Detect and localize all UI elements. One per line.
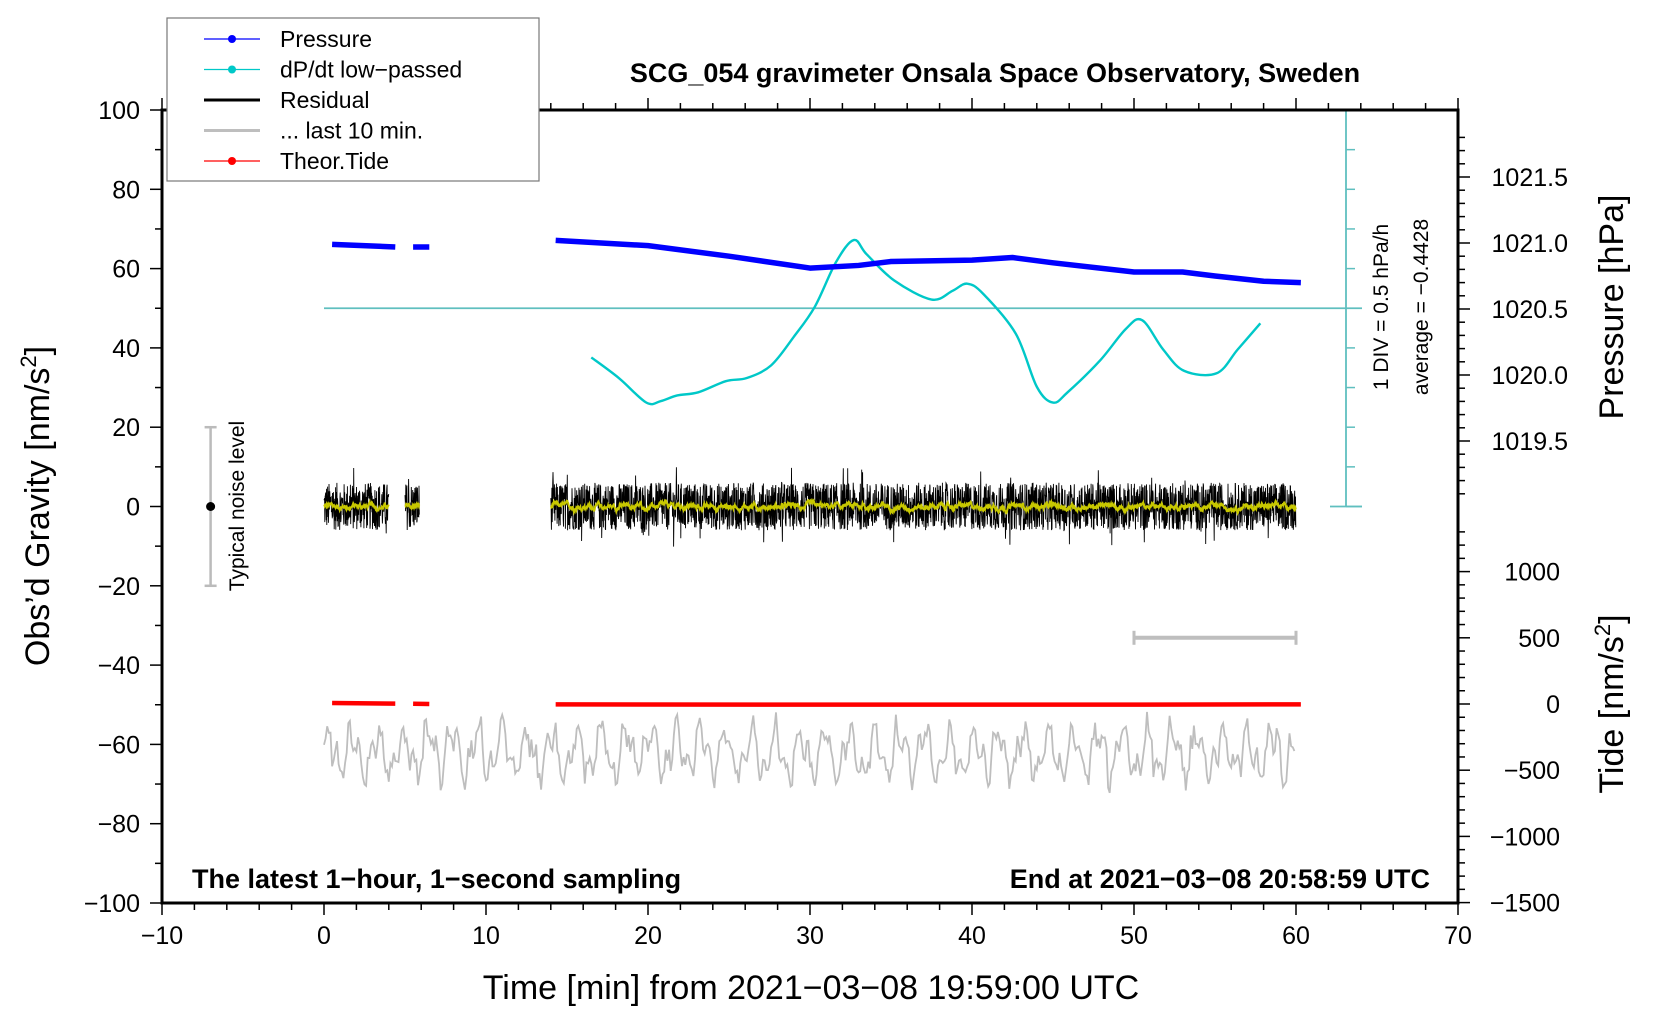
- y-left-label-sup: 2: [16, 355, 41, 367]
- pressure-tick-label: 1021.5: [1492, 164, 1568, 192]
- y-left-tick-label: 80: [112, 176, 140, 204]
- residual-series-line: [404, 478, 420, 531]
- legend: Pressure dP/dt low−passed Residual ... last…: [166, 17, 540, 182]
- last10-series-line: [323, 711, 1296, 794]
- y-left-tick-label: 20: [112, 414, 140, 442]
- legend-marker-0: [228, 35, 236, 43]
- y-left-tick-label: 60: [112, 256, 140, 284]
- tide-tick-label: −1500: [1490, 890, 1560, 918]
- tide-series-line: [332, 700, 396, 706]
- x-tick-label: 30: [796, 922, 824, 950]
- tide-tick-label: −500: [1504, 757, 1560, 785]
- legend-marker-4: [228, 157, 236, 165]
- x-tick-label: 70: [1444, 922, 1472, 950]
- x-tick-label: 20: [634, 922, 662, 950]
- x-axis-label: Time [min] from 2021−03−08 19:59:00 UTC: [483, 969, 1139, 1007]
- residual-smoothed-line: [404, 500, 421, 512]
- legend-marker-1: [228, 65, 236, 74]
- chart-title: SCG_054 gravimeter Onsala Space Observat…: [630, 58, 1360, 88]
- y-axis-tide-label: Tide [nm/s2]: [1590, 614, 1631, 793]
- dpdt-scale-label: 1 DIV = 0.5 hPa/h: [1370, 224, 1393, 390]
- y-left-tick-label: −20: [98, 573, 140, 601]
- tide-label-close: ]: [1593, 614, 1631, 623]
- pressure-tick-label: 1020.0: [1492, 362, 1568, 390]
- y-axis-left-label: Obs’d Gravity [nm/s2]: [16, 346, 57, 666]
- tide-tick-label: 0: [1546, 691, 1560, 719]
- legend-label-0: Pressure: [280, 26, 372, 52]
- y-left-tick-label: −80: [98, 811, 140, 839]
- residual-smoothed-line: [323, 498, 390, 514]
- dpdt-average-label: average = −0.4428: [1410, 219, 1433, 395]
- pressure-series-line: [555, 237, 1301, 286]
- y-left-tick-label: −40: [98, 652, 140, 680]
- noise-level-center-dot: [206, 502, 216, 511]
- pressure-series-line: [331, 241, 396, 250]
- footer-right-label: End at 2021−03−08 20:58:59 UTC: [1010, 864, 1430, 894]
- x-tick-label: −10: [141, 922, 183, 950]
- residual-series-line: [550, 467, 1297, 547]
- legend-label-1: dP/dt low−passed: [280, 57, 462, 83]
- x-tick-label: 60: [1282, 922, 1310, 950]
- noise-level-label: Typical noise level: [226, 421, 249, 591]
- pressure-tick-label: 1021.0: [1492, 230, 1568, 258]
- y-axis-pressure-label: Pressure [hPa]: [1593, 195, 1631, 420]
- plot-series: [204, 109, 1362, 794]
- tide-tick-label: −1000: [1490, 823, 1560, 851]
- pressure-tick-label: 1019.5: [1492, 428, 1568, 456]
- legend-label-3: ... last 10 min.: [280, 118, 423, 144]
- y-left-label-close: ]: [19, 346, 57, 355]
- tide-label-sup: 2: [1590, 624, 1615, 636]
- y-left-label-main: Obs’d Gravity [nm/s: [19, 368, 57, 667]
- y-left-tick-label: 0: [126, 494, 140, 522]
- x-tick-label: 50: [1120, 922, 1148, 950]
- y-left-tick-label: −100: [84, 890, 140, 918]
- dpdt-series-line: [590, 238, 1262, 406]
- tide-tick-label: 1000: [1504, 559, 1560, 587]
- footer-left-label: The latest 1−hour, 1−second sampling: [192, 864, 681, 894]
- tide-label-main: Tide [nm/s: [1593, 636, 1631, 793]
- x-tick-label: 40: [958, 922, 986, 950]
- pressure-tick-label: 1020.5: [1492, 296, 1568, 324]
- x-tick-label: 10: [472, 922, 500, 950]
- axes: −10 0 10 20 30 40 50 60 70−100−80−60−40−20020406…: [84, 97, 1568, 950]
- y-left-tick-label: 100: [98, 97, 140, 125]
- residual-smoothed-line: [550, 498, 1297, 517]
- legend-label-4: Theor.Tide: [280, 148, 389, 174]
- y-left-tick-label: −60: [98, 731, 140, 759]
- x-tick-label: 0: [317, 922, 331, 950]
- y-left-tick-label: 40: [112, 335, 140, 363]
- legend-label-2: Residual: [280, 87, 370, 113]
- tide-tick-label: 500: [1518, 625, 1560, 653]
